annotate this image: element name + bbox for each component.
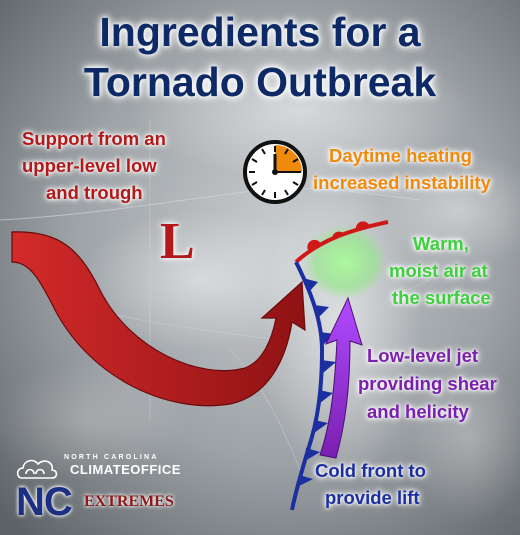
label-cold-front-2: provide lift	[325, 487, 420, 508]
logo-climate-office: CLIMATEOFFICE	[70, 462, 181, 477]
logo-extremes: EXTREMES	[84, 493, 174, 510]
logo-nc: NC	[16, 480, 73, 524]
label-upper-low-3: and trough	[46, 182, 143, 203]
label-daytime-heating-1: Daytime heating	[329, 145, 472, 166]
low-pressure-symbol: L	[160, 213, 195, 270]
label-daytime-heating-2: increased instability	[313, 172, 491, 193]
label-low-level-jet-3: and helicity	[367, 401, 469, 422]
label-upper-low-2: upper-level low	[22, 155, 157, 176]
title-line-1: Ingredients for a	[99, 9, 421, 55]
cloud-icon	[16, 459, 58, 479]
low-level-jet-arrow	[319, 296, 363, 459]
label-low-level-jet-1: Low-level jet	[367, 345, 479, 366]
label-warm-moist-3: the surface	[392, 287, 491, 308]
label-cold-front-1: Cold front to	[315, 460, 426, 481]
clock-icon	[243, 140, 307, 204]
label-warm-moist-2: moist air at	[389, 260, 488, 281]
label-warm-moist-1: Warm,	[413, 233, 469, 254]
upper-level-arrow	[11, 231, 306, 407]
logo-north-carolina: NORTH CAROLINA	[64, 454, 159, 461]
title-line-2: Tornado Outbreak	[83, 59, 437, 105]
label-upper-low-1: Support from an	[22, 128, 166, 149]
label-low-level-jet-2: providing shear	[358, 373, 497, 394]
